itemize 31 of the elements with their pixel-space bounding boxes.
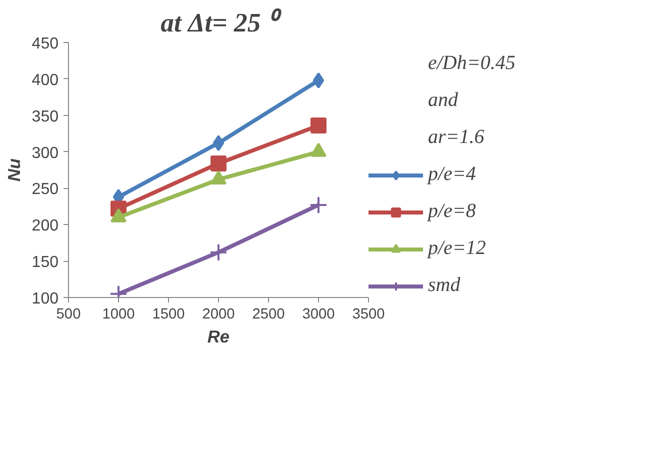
y-tick-label: 300 bbox=[32, 144, 59, 162]
x-tick-label: 3000 bbox=[302, 306, 335, 322]
point bbox=[210, 155, 226, 172]
x-tick-label: 1000 bbox=[102, 306, 135, 322]
chart-title: at Δt= 25 ⁰ bbox=[160, 8, 282, 38]
legend-label: p/e=4 bbox=[428, 163, 476, 186]
legend-label: p/e=8 bbox=[428, 200, 476, 223]
y-tick-label: 250 bbox=[32, 181, 59, 198]
text: ar=1.6 bbox=[428, 126, 484, 149]
x-tick-label: 2500 bbox=[252, 306, 285, 322]
point bbox=[310, 118, 326, 134]
x-tick-label: 500 bbox=[56, 306, 81, 322]
x-tick-label: 3500 bbox=[352, 306, 385, 322]
point bbox=[310, 196, 328, 214]
text: and bbox=[428, 89, 458, 112]
y-tick-label: 450 bbox=[32, 36, 59, 52]
y-tick-label: 400 bbox=[32, 72, 59, 89]
text: e/Dh=0.45 bbox=[428, 52, 516, 75]
y-tick-label: 350 bbox=[32, 108, 59, 126]
y-tick-label: 150 bbox=[32, 254, 59, 272]
legend-label: smd bbox=[428, 274, 460, 297]
y-axis-title: Nu bbox=[4, 158, 24, 182]
legend-label: p/e=12 bbox=[428, 237, 486, 260]
point bbox=[212, 135, 224, 152]
point bbox=[312, 72, 324, 88]
point bbox=[210, 243, 228, 262]
x-axis-title: Re bbox=[207, 326, 230, 346]
x-tick-label: 1500 bbox=[152, 306, 185, 322]
y-tick-label: 100 bbox=[32, 290, 59, 308]
x-tick-label: 2000 bbox=[202, 306, 235, 322]
y-tick-label: 200 bbox=[32, 218, 59, 235]
